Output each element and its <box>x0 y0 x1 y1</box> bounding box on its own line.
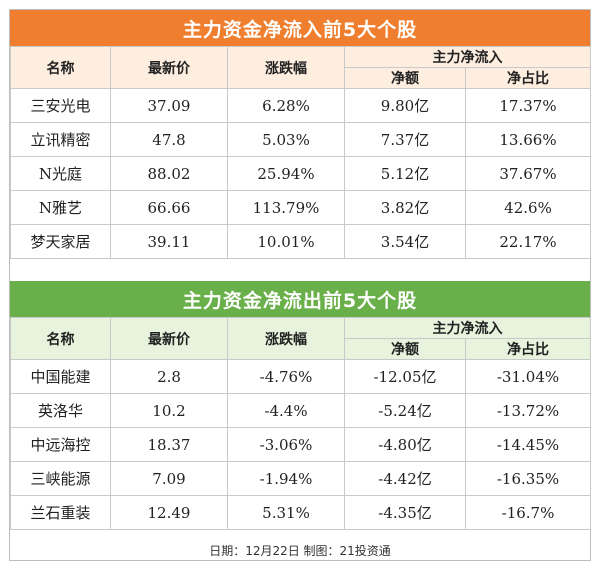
cell-change: -4.76% <box>227 359 345 394</box>
cell-price: 2.8 <box>110 359 228 394</box>
cell-net: 7.37亿 <box>344 122 466 157</box>
col-header-ratio: 净占比 <box>465 338 591 360</box>
outflow-table: 名称 最新价 涨跌幅 主力净流入 净额 净占比 中国能建 2.8 -4.76% -12… <box>10 317 591 530</box>
table-row: 英洛华 10.2 -4.4% -5.24亿 -13.72% <box>10 393 591 428</box>
inflow-title: 主力资金净流入前5大个股 <box>10 10 590 46</box>
cell-ratio: 17.37% <box>465 88 591 123</box>
cell-change: 10.01% <box>227 224 345 259</box>
col-header-net: 净额 <box>344 338 466 360</box>
cell-net: 9.80亿 <box>344 88 466 123</box>
cell-name: 三安光电 <box>10 88 111 123</box>
col-header-name: 名称 <box>10 46 111 89</box>
cell-ratio: -14.45% <box>465 427 591 462</box>
table-row: 兰石重装 12.49 5.31% -4.35亿 -16.7% <box>10 495 591 530</box>
col-header-ratio: 净占比 <box>465 67 591 89</box>
cell-net: 3.54亿 <box>344 224 466 259</box>
table-row: N光庭 88.02 25.94% 5.12亿 37.67% <box>10 156 591 191</box>
table-row: 中远海控 18.37 -3.06% -4.80亿 -14.45% <box>10 427 591 462</box>
cell-ratio: -31.04% <box>465 359 591 394</box>
col-header-change: 涨跌幅 <box>227 317 345 360</box>
cell-name: N雅艺 <box>10 190 111 225</box>
cell-price: 66.66 <box>110 190 228 225</box>
cell-change: -3.06% <box>227 427 345 462</box>
table-row: N雅艺 66.66 113.79% 3.82亿 42.6% <box>10 190 591 225</box>
cell-name: 三峡能源 <box>10 461 111 496</box>
cell-price: 37.09 <box>110 88 228 123</box>
cell-name: N光庭 <box>10 156 111 191</box>
cell-ratio: 22.17% <box>465 224 591 259</box>
table-row: 立讯精密 47.8 5.03% 7.37亿 13.66% <box>10 122 591 157</box>
cell-change: -1.94% <box>227 461 345 496</box>
cell-net: 3.82亿 <box>344 190 466 225</box>
cell-name: 兰石重装 <box>10 495 111 530</box>
outflow-rows: 中国能建 2.8 -4.76% -12.05亿 -31.04% 英洛华 10.2 -4.4% -… <box>10 359 591 530</box>
table-row: 中国能建 2.8 -4.76% -12.05亿 -31.04% <box>10 359 591 394</box>
inflow-table: 名称 最新价 涨跌幅 主力净流入 净额 净占比 三安光电 37.09 6.28% 9.… <box>10 46 591 259</box>
cell-net: -4.80亿 <box>344 427 466 462</box>
table-row: 三峡能源 7.09 -1.94% -4.42亿 -16.35% <box>10 461 591 496</box>
cell-ratio: -16.7% <box>465 495 591 530</box>
cell-ratio: 37.67% <box>465 156 591 191</box>
cell-name: 立讯精密 <box>10 122 111 157</box>
cell-change: 5.03% <box>227 122 345 157</box>
footer-credit: 日期：12月22日 制图：21投资通 <box>10 540 590 560</box>
cell-change: 6.28% <box>227 88 345 123</box>
cell-name: 英洛华 <box>10 393 111 428</box>
cell-name: 中国能建 <box>10 359 111 394</box>
cell-ratio: -16.35% <box>465 461 591 496</box>
cell-net: -4.35亿 <box>344 495 466 530</box>
cell-ratio: 13.66% <box>465 122 591 157</box>
report-frame: 主力资金净流入前5大个股 名称 最新价 涨跌幅 主力净流入 净额 净占比 三安光… <box>9 9 591 561</box>
inflow-rows: 三安光电 37.09 6.28% 9.80亿 17.37% 立讯精密 47.8 5.03% 7.… <box>10 88 591 259</box>
outflow-title: 主力资金净流出前5大个股 <box>10 281 590 317</box>
cell-change: 25.94% <box>227 156 345 191</box>
table-row: 梦天家居 39.11 10.01% 3.54亿 22.17% <box>10 224 591 259</box>
col-header-name: 名称 <box>10 317 111 360</box>
cell-price: 10.2 <box>110 393 228 428</box>
cell-net: -5.24亿 <box>344 393 466 428</box>
cell-price: 39.11 <box>110 224 228 259</box>
col-header-change: 涨跌幅 <box>227 46 345 89</box>
cell-name: 梦天家居 <box>10 224 111 259</box>
col-header-group: 主力净流入 <box>344 46 591 68</box>
cell-change: 5.31% <box>227 495 345 530</box>
col-header-net: 净额 <box>344 67 466 89</box>
col-header-price: 最新价 <box>110 317 228 360</box>
cell-price: 47.8 <box>110 122 228 157</box>
col-header-group: 主力净流入 <box>344 317 591 339</box>
cell-price: 12.49 <box>110 495 228 530</box>
cell-change: 113.79% <box>227 190 345 225</box>
cell-change: -4.4% <box>227 393 345 428</box>
table-row: 三安光电 37.09 6.28% 9.80亿 17.37% <box>10 88 591 123</box>
col-header-price: 最新价 <box>110 46 228 89</box>
cell-price: 18.37 <box>110 427 228 462</box>
cell-net: 5.12亿 <box>344 156 466 191</box>
cell-net: -12.05亿 <box>344 359 466 394</box>
cell-name: 中远海控 <box>10 427 111 462</box>
cell-price: 88.02 <box>110 156 228 191</box>
cell-net: -4.42亿 <box>344 461 466 496</box>
cell-ratio: 42.6% <box>465 190 591 225</box>
cell-price: 7.09 <box>110 461 228 496</box>
cell-ratio: -13.72% <box>465 393 591 428</box>
